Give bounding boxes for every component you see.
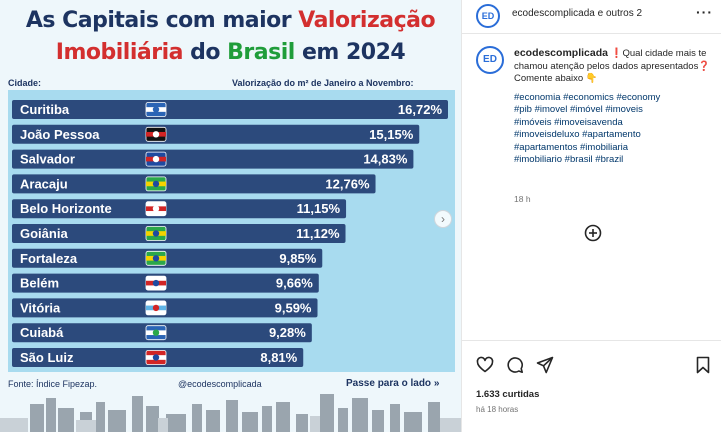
caption-text: ❗Qual cidade mais te chamou atenção pelo… bbox=[514, 48, 711, 84]
title-highlight: Imobiliária bbox=[55, 40, 184, 65]
title-text: As Capitais com maior bbox=[25, 8, 299, 33]
source-text: Fonte: Índice Fipezap. bbox=[8, 379, 98, 389]
bar bbox=[12, 199, 347, 219]
sao-luiz-flag-icon bbox=[145, 350, 167, 365]
avatar[interactable]: ED bbox=[476, 4, 500, 28]
bar bbox=[12, 149, 414, 169]
category-label: Belo Horizonte bbox=[20, 201, 112, 216]
bar bbox=[12, 100, 448, 119]
curitiba-flag-icon bbox=[145, 102, 167, 117]
title-text: do bbox=[182, 40, 228, 65]
post-title-line-1: As Capitais com maior Valorização bbox=[0, 8, 461, 33]
chart-row: Goiânia 11,12% bbox=[12, 224, 346, 243]
chart-row: Belém 9,66% bbox=[12, 273, 319, 293]
city-skyline-image bbox=[0, 392, 461, 432]
fortaleza-flag-icon bbox=[145, 250, 167, 266]
chart-row: Curitiba 16,72% bbox=[12, 100, 448, 119]
bar bbox=[12, 124, 420, 144]
aracaju-flag-icon bbox=[145, 176, 167, 192]
bookmark-icon[interactable] bbox=[694, 356, 712, 374]
more-options-button[interactable]: ··· bbox=[696, 4, 713, 20]
post-author-header[interactable]: ecodescomplicada e outros 2 bbox=[512, 8, 643, 19]
hashtag-line[interactable]: #imoveisdeluxo #apartamento bbox=[514, 129, 641, 140]
add-comment-icon[interactable] bbox=[584, 224, 602, 242]
divider bbox=[462, 340, 721, 341]
swipe-text: Passe para o lado » bbox=[346, 378, 440, 389]
value-label: 9,66% bbox=[276, 276, 313, 291]
category-label: Cuiabá bbox=[20, 325, 64, 340]
column-header-value: Valorização do m² de Janeiro a Novembro: bbox=[232, 78, 414, 88]
divider bbox=[462, 33, 721, 34]
category-label: João Pessoa bbox=[20, 127, 100, 142]
category-label: Belém bbox=[20, 276, 59, 291]
bar bbox=[12, 224, 346, 243]
value-label: 15,15% bbox=[369, 127, 414, 142]
likes-count[interactable]: 1.633 curtidas bbox=[476, 389, 540, 400]
title-highlight-green: Brasil bbox=[227, 40, 295, 65]
salvador-flag-icon bbox=[145, 151, 167, 167]
title-text: em 2024 bbox=[294, 40, 406, 65]
category-label: Curitiba bbox=[20, 102, 70, 117]
caption-hashtags: #economia #economics #economy #pib #imov… bbox=[514, 92, 714, 167]
value-label: 8,81% bbox=[260, 350, 297, 365]
goiania-flag-icon bbox=[145, 226, 167, 241]
bar-chart: Curitiba 16,72% João Pessoa 15,15% Salvador 1… bbox=[12, 100, 448, 367]
bar bbox=[12, 248, 323, 268]
post-title-line-2: Imobiliária do Brasil em 2024 bbox=[0, 40, 461, 65]
heart-icon[interactable] bbox=[476, 356, 494, 374]
joao-pessoa-flag-icon bbox=[145, 126, 167, 142]
chart-row: Vitória 9,59% bbox=[12, 298, 318, 318]
chart-row: Fortaleza 9,85% bbox=[12, 248, 323, 268]
category-label: Aracaju bbox=[20, 176, 68, 191]
title-highlight: Valorização bbox=[298, 8, 436, 33]
hashtag-line[interactable]: #pib #imovel #imóvel #imoveis bbox=[514, 104, 643, 115]
bar bbox=[12, 174, 376, 194]
caption-avatar[interactable]: ED bbox=[476, 46, 504, 74]
value-label: 11,12% bbox=[296, 226, 340, 241]
cuiaba-flag-icon bbox=[145, 325, 167, 341]
belem-flag-icon bbox=[145, 275, 167, 291]
category-label: São Luiz bbox=[20, 350, 74, 365]
next-image-button[interactable]: › bbox=[434, 210, 452, 228]
value-label: 16,72% bbox=[398, 102, 443, 117]
chart-row: Belo Horizonte 11,15% bbox=[12, 199, 347, 219]
post-caption: ecodescomplicada ❗Qual cidade mais te ch… bbox=[514, 47, 714, 167]
vitoria-flag-icon bbox=[145, 300, 167, 316]
column-header-city: Cidade: bbox=[8, 78, 42, 88]
category-label: Fortaleza bbox=[20, 251, 78, 266]
belo-horizonte-flag-icon bbox=[145, 201, 167, 217]
category-label: Goiânia bbox=[20, 226, 68, 241]
value-label: 14,83% bbox=[363, 152, 408, 167]
value-label: 9,59% bbox=[275, 300, 312, 315]
value-label: 12,76% bbox=[325, 176, 370, 191]
handle-text: @ecodescomplicada bbox=[178, 379, 262, 389]
share-icon[interactable] bbox=[536, 356, 554, 374]
chart-row: Cuiabá 9,28% bbox=[12, 323, 312, 343]
chart-row: Salvador 14,83% bbox=[12, 149, 414, 169]
category-label: Vitória bbox=[20, 300, 61, 315]
hashtag-line[interactable]: #apartamentos #imobiliaria bbox=[514, 141, 629, 153]
comment-icon[interactable] bbox=[506, 356, 524, 374]
value-label: 9,28% bbox=[269, 325, 306, 340]
category-label: Salvador bbox=[20, 152, 75, 167]
caption-timestamp: 18 h bbox=[514, 194, 531, 204]
post-timestamp: há 18 horas bbox=[476, 405, 519, 414]
post-side-panel: ED ecodescomplicada e outros 2 ··· ED ec… bbox=[461, 0, 721, 432]
chart-row: Aracaju 12,76% bbox=[12, 174, 376, 194]
hashtag-line[interactable]: #imóveis #imoveisavenda bbox=[514, 116, 623, 128]
hashtag-line[interactable]: #imobiliario #brasil #brazil bbox=[514, 154, 624, 165]
post-image: As Capitais com maior Valorização Imobil… bbox=[0, 0, 461, 432]
caption-username[interactable]: ecodescomplicada bbox=[514, 47, 608, 59]
hashtag-line[interactable]: #economia #economics #economy bbox=[514, 91, 661, 103]
value-label: 11,15% bbox=[297, 201, 341, 216]
chart-row: João Pessoa 15,15% bbox=[12, 124, 420, 144]
value-label: 9,85% bbox=[279, 251, 316, 266]
chart-row: São Luiz 8,81% bbox=[12, 348, 304, 367]
